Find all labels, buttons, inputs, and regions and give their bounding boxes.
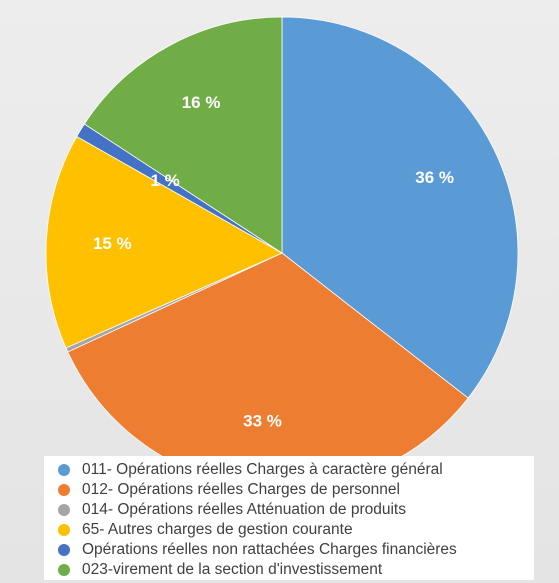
legend-item-65: 65- Autres charges de gestion courante	[58, 520, 353, 539]
slice-data-label-0: 36 %	[415, 168, 454, 187]
slice-data-label-4: 1 %	[150, 171, 179, 190]
legend-item-012: 012- Opérations réelles Charges de perso…	[58, 480, 400, 499]
legend-marker-icon	[58, 463, 70, 476]
slice-data-label-3: 15 %	[93, 234, 132, 253]
legend-marker-icon	[58, 523, 70, 536]
legend-item-023: 023-virement de la section d'investissem…	[58, 560, 382, 579]
slice-data-label-1: 33 %	[243, 411, 282, 430]
pie-slice-0	[281, 16, 519, 399]
legend-marker-icon	[58, 483, 70, 496]
legend-label: 65- Autres charges de gestion courante	[82, 520, 353, 538]
pie-slice-3	[45, 135, 283, 349]
legend: 011- Opérations réelles Charges à caract…	[44, 456, 534, 580]
legend-item-financial: Opérations réelles non rattachées Charge…	[58, 540, 457, 559]
legend-label: Opérations réelles non rattachées Charge…	[82, 540, 457, 558]
legend-item-011: 011- Opérations réelles Charges à caract…	[58, 460, 443, 479]
legend-marker-icon	[58, 503, 70, 516]
legend-marker-icon	[58, 563, 70, 576]
legend-marker-icon	[58, 543, 70, 556]
legend-item-014: 014- Opérations réelles Atténuation de p…	[58, 500, 406, 519]
legend-label: 023-virement de la section d'investissem…	[82, 560, 383, 578]
slice-data-label-5: 16 %	[182, 93, 221, 112]
legend-label: 012- Opérations réelles Charges de perso…	[82, 480, 400, 498]
pie-slice-5	[83, 16, 283, 254]
legend-label: 011- Opérations réelles Charges à caract…	[82, 460, 443, 478]
legend-label: 014- Opérations réelles Atténuation de p…	[82, 500, 406, 518]
